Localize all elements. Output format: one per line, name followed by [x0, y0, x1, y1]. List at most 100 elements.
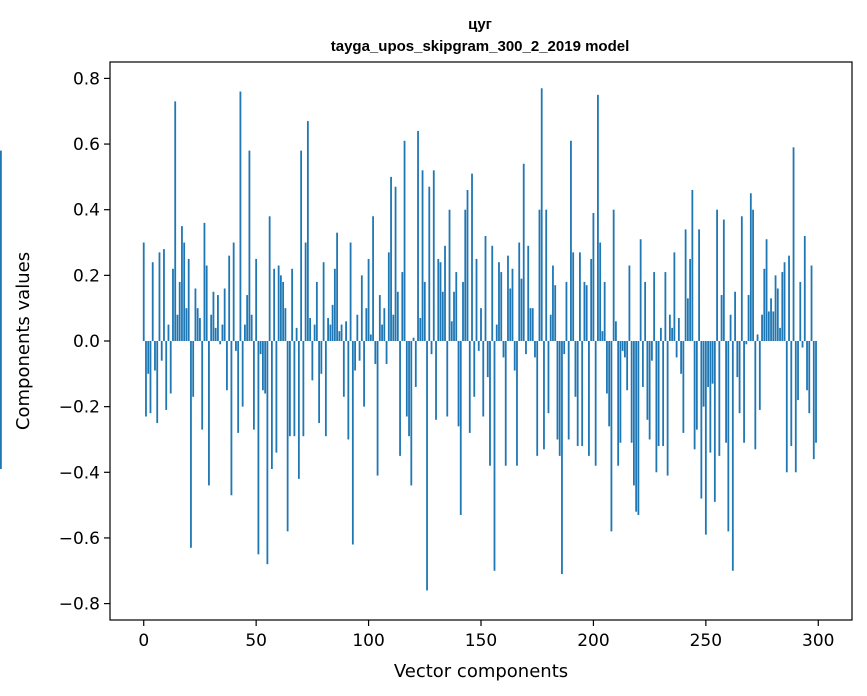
bar — [641, 341, 644, 387]
bar — [558, 341, 561, 456]
bar — [176, 314, 179, 341]
bar — [270, 341, 273, 470]
bar — [336, 232, 338, 341]
bar — [435, 341, 437, 420]
bar — [815, 341, 817, 443]
bar — [403, 140, 406, 341]
bar — [183, 242, 186, 341]
bar — [574, 341, 577, 397]
x-tick-label: 50 — [245, 631, 267, 651]
bar — [338, 331, 341, 341]
bar — [405, 341, 408, 417]
bar — [581, 341, 584, 447]
y-tick-label: −0.6 — [59, 529, 100, 549]
bar — [273, 268, 276, 341]
bar — [761, 314, 763, 341]
bar — [659, 327, 662, 341]
bar — [235, 341, 237, 351]
bar — [394, 186, 397, 341]
y-tick-label: 0.6 — [73, 135, 100, 155]
bar — [608, 341, 611, 427]
bar — [322, 262, 325, 341]
bar — [376, 341, 379, 476]
bar — [594, 341, 597, 466]
y-tick-label: 0.0 — [73, 332, 100, 352]
bar — [547, 341, 550, 414]
bar — [453, 291, 455, 341]
bar — [725, 341, 727, 443]
bar — [563, 341, 566, 355]
bar — [156, 341, 159, 424]
bar — [383, 308, 386, 341]
bar — [743, 341, 745, 443]
bar — [673, 252, 676, 341]
bar — [648, 341, 651, 440]
bar — [342, 341, 345, 397]
bar — [606, 341, 608, 394]
bar — [740, 216, 743, 341]
bar — [244, 324, 246, 341]
bar — [603, 281, 606, 341]
bar — [675, 341, 678, 358]
bar — [650, 341, 653, 361]
y-tick-label: 0.8 — [73, 69, 100, 89]
bar — [599, 242, 602, 341]
bar — [0, 150, 2, 341]
bar — [781, 272, 784, 341]
bar — [219, 341, 222, 345]
bar — [486, 341, 489, 378]
x-tick-label: 0 — [138, 631, 149, 651]
bar — [226, 341, 228, 391]
bar — [324, 341, 327, 437]
bar — [504, 341, 507, 466]
chart-title: цуг — [468, 16, 492, 33]
bar — [291, 268, 294, 341]
bar — [365, 308, 368, 341]
bar — [286, 341, 289, 532]
bar — [493, 341, 496, 571]
bar — [556, 341, 559, 440]
bar — [619, 341, 622, 443]
bar — [309, 318, 312, 341]
bar — [475, 258, 478, 341]
bar — [268, 216, 271, 341]
bar — [491, 245, 494, 341]
bar — [392, 314, 395, 341]
bar — [154, 341, 156, 371]
bar — [565, 281, 568, 341]
bar — [520, 278, 523, 341]
bar — [158, 252, 161, 341]
bar — [471, 173, 473, 341]
bar — [214, 327, 217, 341]
bar — [230, 341, 233, 496]
bar — [194, 288, 197, 341]
bar — [462, 281, 464, 341]
bar — [774, 275, 777, 341]
bar — [165, 341, 168, 410]
bar — [262, 341, 264, 391]
bar — [203, 222, 206, 341]
bar — [169, 341, 172, 394]
bar — [707, 341, 709, 387]
bar — [221, 324, 224, 341]
bar — [160, 341, 163, 361]
bar — [509, 288, 512, 341]
bar — [677, 318, 680, 341]
bar — [306, 121, 309, 341]
bar — [457, 341, 460, 427]
bar — [145, 341, 147, 417]
bar — [713, 341, 716, 502]
bar — [347, 341, 350, 440]
bar — [500, 272, 503, 341]
bar — [360, 275, 363, 341]
bar — [239, 91, 242, 341]
bar — [459, 341, 462, 515]
bar — [686, 298, 689, 341]
bar — [149, 341, 152, 414]
bar — [255, 258, 258, 341]
bar — [387, 252, 390, 341]
bar — [147, 341, 150, 374]
bar — [253, 341, 255, 430]
bar — [615, 321, 617, 341]
